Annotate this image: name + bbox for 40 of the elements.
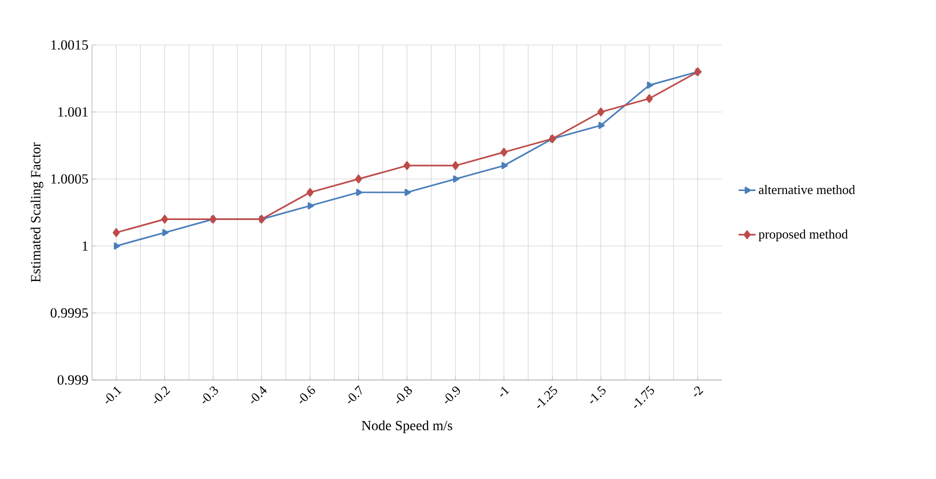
x-tick-label: -1.5: [590, 386, 606, 404]
legend-label: alternative method: [758, 185, 855, 194]
point: [161, 214, 168, 224]
point: [597, 108, 604, 116]
x-tick-label: -0.7: [348, 385, 362, 404]
point: [308, 202, 314, 210]
x-axis-title: Node Speed m/s: [362, 420, 452, 434]
x-tick-label: -0.1: [106, 386, 122, 404]
point: [452, 161, 459, 170]
point: [500, 148, 508, 157]
x-tick-label: -1.25: [537, 386, 558, 408]
y-tick-label: 0.9995: [50, 308, 88, 318]
x-tick-label: -0.4: [251, 386, 267, 404]
x-tick-label: -0.9: [444, 386, 460, 404]
x-tick-label: -1: [500, 386, 510, 396]
x-tick-label: -0.3: [202, 386, 218, 404]
point: [355, 174, 362, 184]
point: [646, 94, 653, 103]
x-tick-label: -2: [694, 386, 704, 396]
point: [453, 175, 460, 183]
y-tick-label: 1: [82, 241, 88, 251]
x-tick-label: -0.2: [154, 386, 170, 404]
x-tick-label: -0.8: [396, 386, 412, 404]
point: [356, 188, 363, 196]
point: [646, 82, 654, 89]
x-tick-label: -0.6: [300, 386, 316, 404]
y-tick-label: 1.0005: [51, 174, 88, 184]
y-tick-label: 1.0015: [51, 40, 88, 50]
y-tick-label: 0.999: [58, 375, 88, 385]
y-axis-title: Estimated Scaling Factor: [30, 142, 44, 282]
legend-label: proposed method: [758, 229, 848, 242]
point: [306, 188, 314, 197]
point: [598, 122, 605, 129]
point: [404, 188, 411, 196]
point: [404, 161, 410, 170]
point: [114, 242, 120, 250]
point: [112, 228, 120, 237]
point: [162, 229, 169, 236]
y-tick-label: 1.001: [58, 107, 88, 117]
point: [502, 162, 508, 170]
